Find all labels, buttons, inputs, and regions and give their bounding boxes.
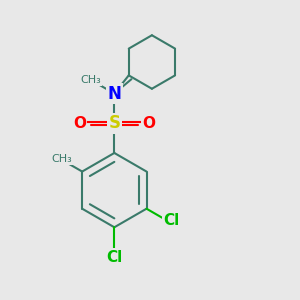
Text: CH₃: CH₃ bbox=[80, 75, 101, 85]
Text: Cl: Cl bbox=[164, 213, 180, 228]
Text: N: N bbox=[107, 85, 121, 103]
Text: S: S bbox=[108, 114, 120, 132]
Text: Cl: Cl bbox=[106, 250, 122, 265]
Text: CH₃: CH₃ bbox=[52, 154, 72, 164]
Text: O: O bbox=[73, 116, 86, 131]
Text: O: O bbox=[142, 116, 156, 131]
